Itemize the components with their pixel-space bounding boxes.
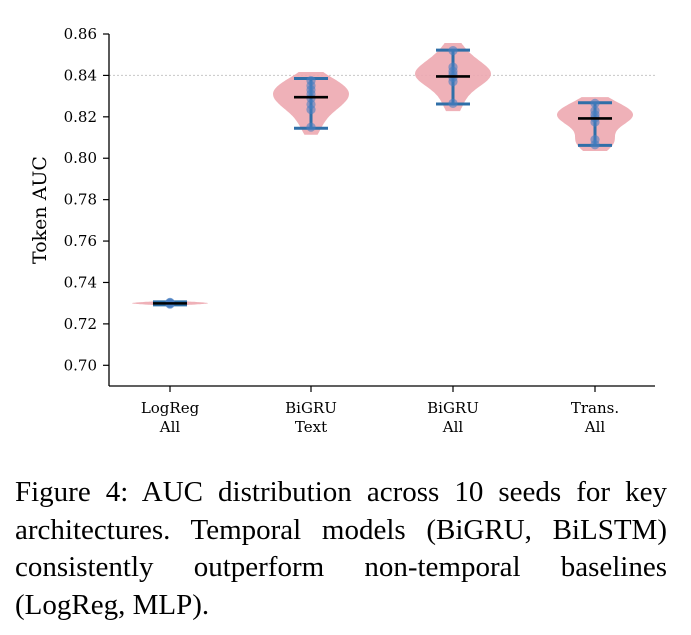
seed-point xyxy=(590,135,600,145)
x-tick-label: BiGRU xyxy=(427,399,479,417)
y-tick-label: 0.82 xyxy=(64,108,97,126)
y-tick-label: 0.78 xyxy=(64,191,97,209)
y-axis-label: Token AUC xyxy=(29,156,51,264)
figure-caption: Figure 4: AUC distribution across 10 see… xyxy=(15,476,667,621)
seed-point xyxy=(448,98,458,108)
x-tick-label: LogReg xyxy=(141,399,200,417)
y-tick-label: 0.86 xyxy=(64,25,97,43)
y-tick-label: 0.74 xyxy=(64,273,97,291)
violins-layer xyxy=(132,43,633,309)
seed-point xyxy=(448,62,458,72)
x-tick-label: All xyxy=(584,418,606,436)
x-tick-label: Text xyxy=(295,418,327,436)
seed-point xyxy=(590,106,600,116)
y-tick-label: 0.84 xyxy=(64,66,97,84)
y-tick-label: 0.70 xyxy=(64,356,97,374)
violin-chart: 0.70 0.72 0.74 0.76 0.78 0.80 0.82 0.84 0.86 Log… xyxy=(29,25,655,436)
x-tick-label: BiGRU xyxy=(285,399,337,417)
axes-layer xyxy=(108,34,655,387)
seed-point xyxy=(448,45,458,56)
seed-point xyxy=(590,98,600,108)
y-tick-label: 0.72 xyxy=(64,315,97,333)
x-tick-label: All xyxy=(442,418,464,436)
seed-point xyxy=(306,75,316,86)
y-ticks-layer: 0.70 0.72 0.74 0.76 0.78 0.80 0.82 0.84 0.86 xyxy=(64,25,109,374)
y-tick-label: 0.80 xyxy=(64,149,97,167)
x-tick-label: All xyxy=(159,418,181,436)
x-tick-label: Trans. xyxy=(571,399,619,417)
y-tick-label: 0.76 xyxy=(64,232,97,250)
seed-point xyxy=(306,122,316,132)
